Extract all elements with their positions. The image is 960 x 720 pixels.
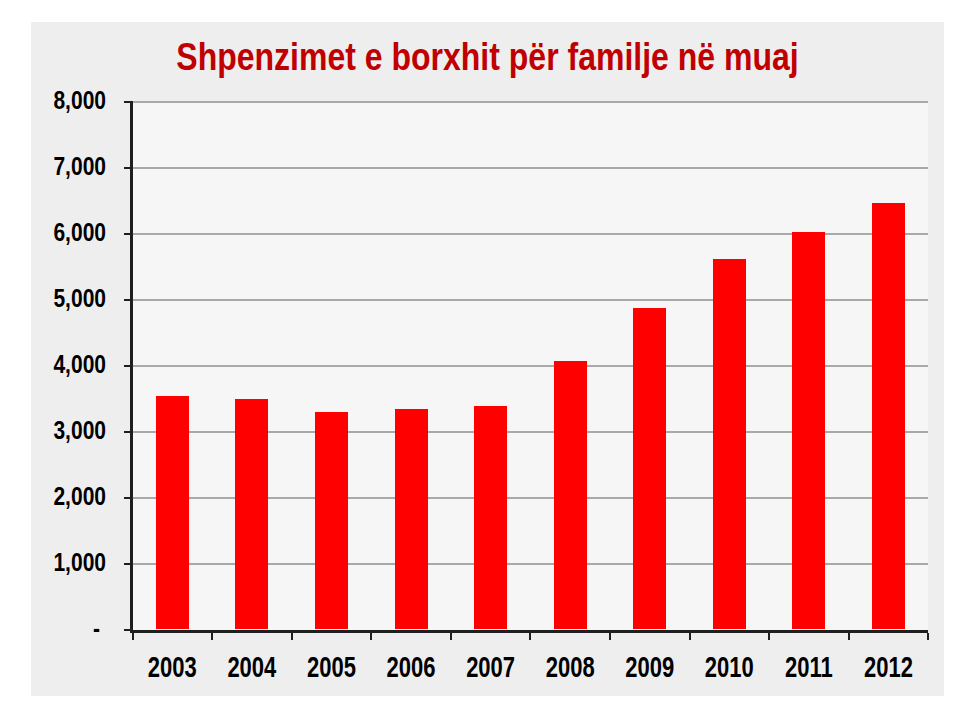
y-tick-7,000 [124, 167, 130, 169]
gridline-7,000 [133, 167, 929, 169]
y-axis-label: 6,000 [31, 221, 106, 245]
x-axis-label-2005: 2005 [291, 651, 371, 677]
x-axis-label-2010: 2010 [689, 651, 769, 677]
y-tick-6,000 [124, 233, 130, 235]
bar-2005 [315, 412, 348, 629]
bar-chart: Shpenzimet e borxhit për familje në muaj… [31, 22, 944, 696]
x-axis-label-2003: 2003 [132, 651, 212, 677]
chart-title: Shpenzimet e borxhit për familje në muaj [31, 35, 944, 72]
x-tick-0 [132, 633, 134, 640]
y-axis-label: 8,000 [31, 89, 106, 113]
x-tick-7 [689, 633, 691, 640]
x-axis-label-2011: 2011 [769, 651, 849, 677]
y-axis-label: 7,000 [31, 155, 106, 179]
x-axis-label-2006: 2006 [371, 651, 451, 677]
bar-2009 [633, 308, 666, 629]
x-tick-9 [848, 633, 850, 640]
y-axis-label: - [31, 617, 106, 641]
x-tick-6 [609, 633, 611, 640]
y-tick-3,000 [124, 431, 130, 433]
x-tick-8 [768, 633, 770, 640]
bar-2010 [713, 259, 746, 629]
bar-2006 [395, 409, 428, 629]
y-axis-label: 1,000 [31, 551, 106, 575]
bar-2011 [792, 232, 825, 630]
gridline-8,000 [133, 101, 929, 103]
y-axis-label: 4,000 [31, 353, 106, 377]
x-axis-label-2004: 2004 [212, 651, 292, 677]
x-tick-5 [529, 633, 531, 640]
y-tick-1,000 [124, 563, 130, 565]
x-tick-3 [370, 633, 372, 640]
y-tick-4,000 [124, 365, 130, 367]
bar-2004 [235, 399, 268, 629]
x-axis-label-2009: 2009 [610, 651, 690, 677]
y-tick-- [124, 629, 130, 631]
y-tick-2,000 [124, 497, 130, 499]
x-tick-10 [927, 633, 929, 640]
y-axis-label: 3,000 [31, 419, 106, 443]
bar-2003 [156, 396, 189, 630]
y-axis-label: 5,000 [31, 287, 106, 311]
y-axis-label: 2,000 [31, 485, 106, 509]
x-axis-label-2008: 2008 [530, 651, 610, 677]
x-tick-4 [450, 633, 452, 640]
y-axis-line [130, 101, 133, 633]
bar-2007 [474, 406, 507, 630]
bar-2008 [554, 361, 587, 630]
x-tick-2 [291, 633, 293, 640]
x-axis-label-2012: 2012 [849, 651, 929, 677]
x-tick-1 [211, 633, 213, 640]
y-tick-5,000 [124, 299, 130, 301]
y-tick-8,000 [124, 101, 130, 103]
bar-2012 [872, 203, 905, 629]
x-axis-label-2007: 2007 [451, 651, 531, 677]
